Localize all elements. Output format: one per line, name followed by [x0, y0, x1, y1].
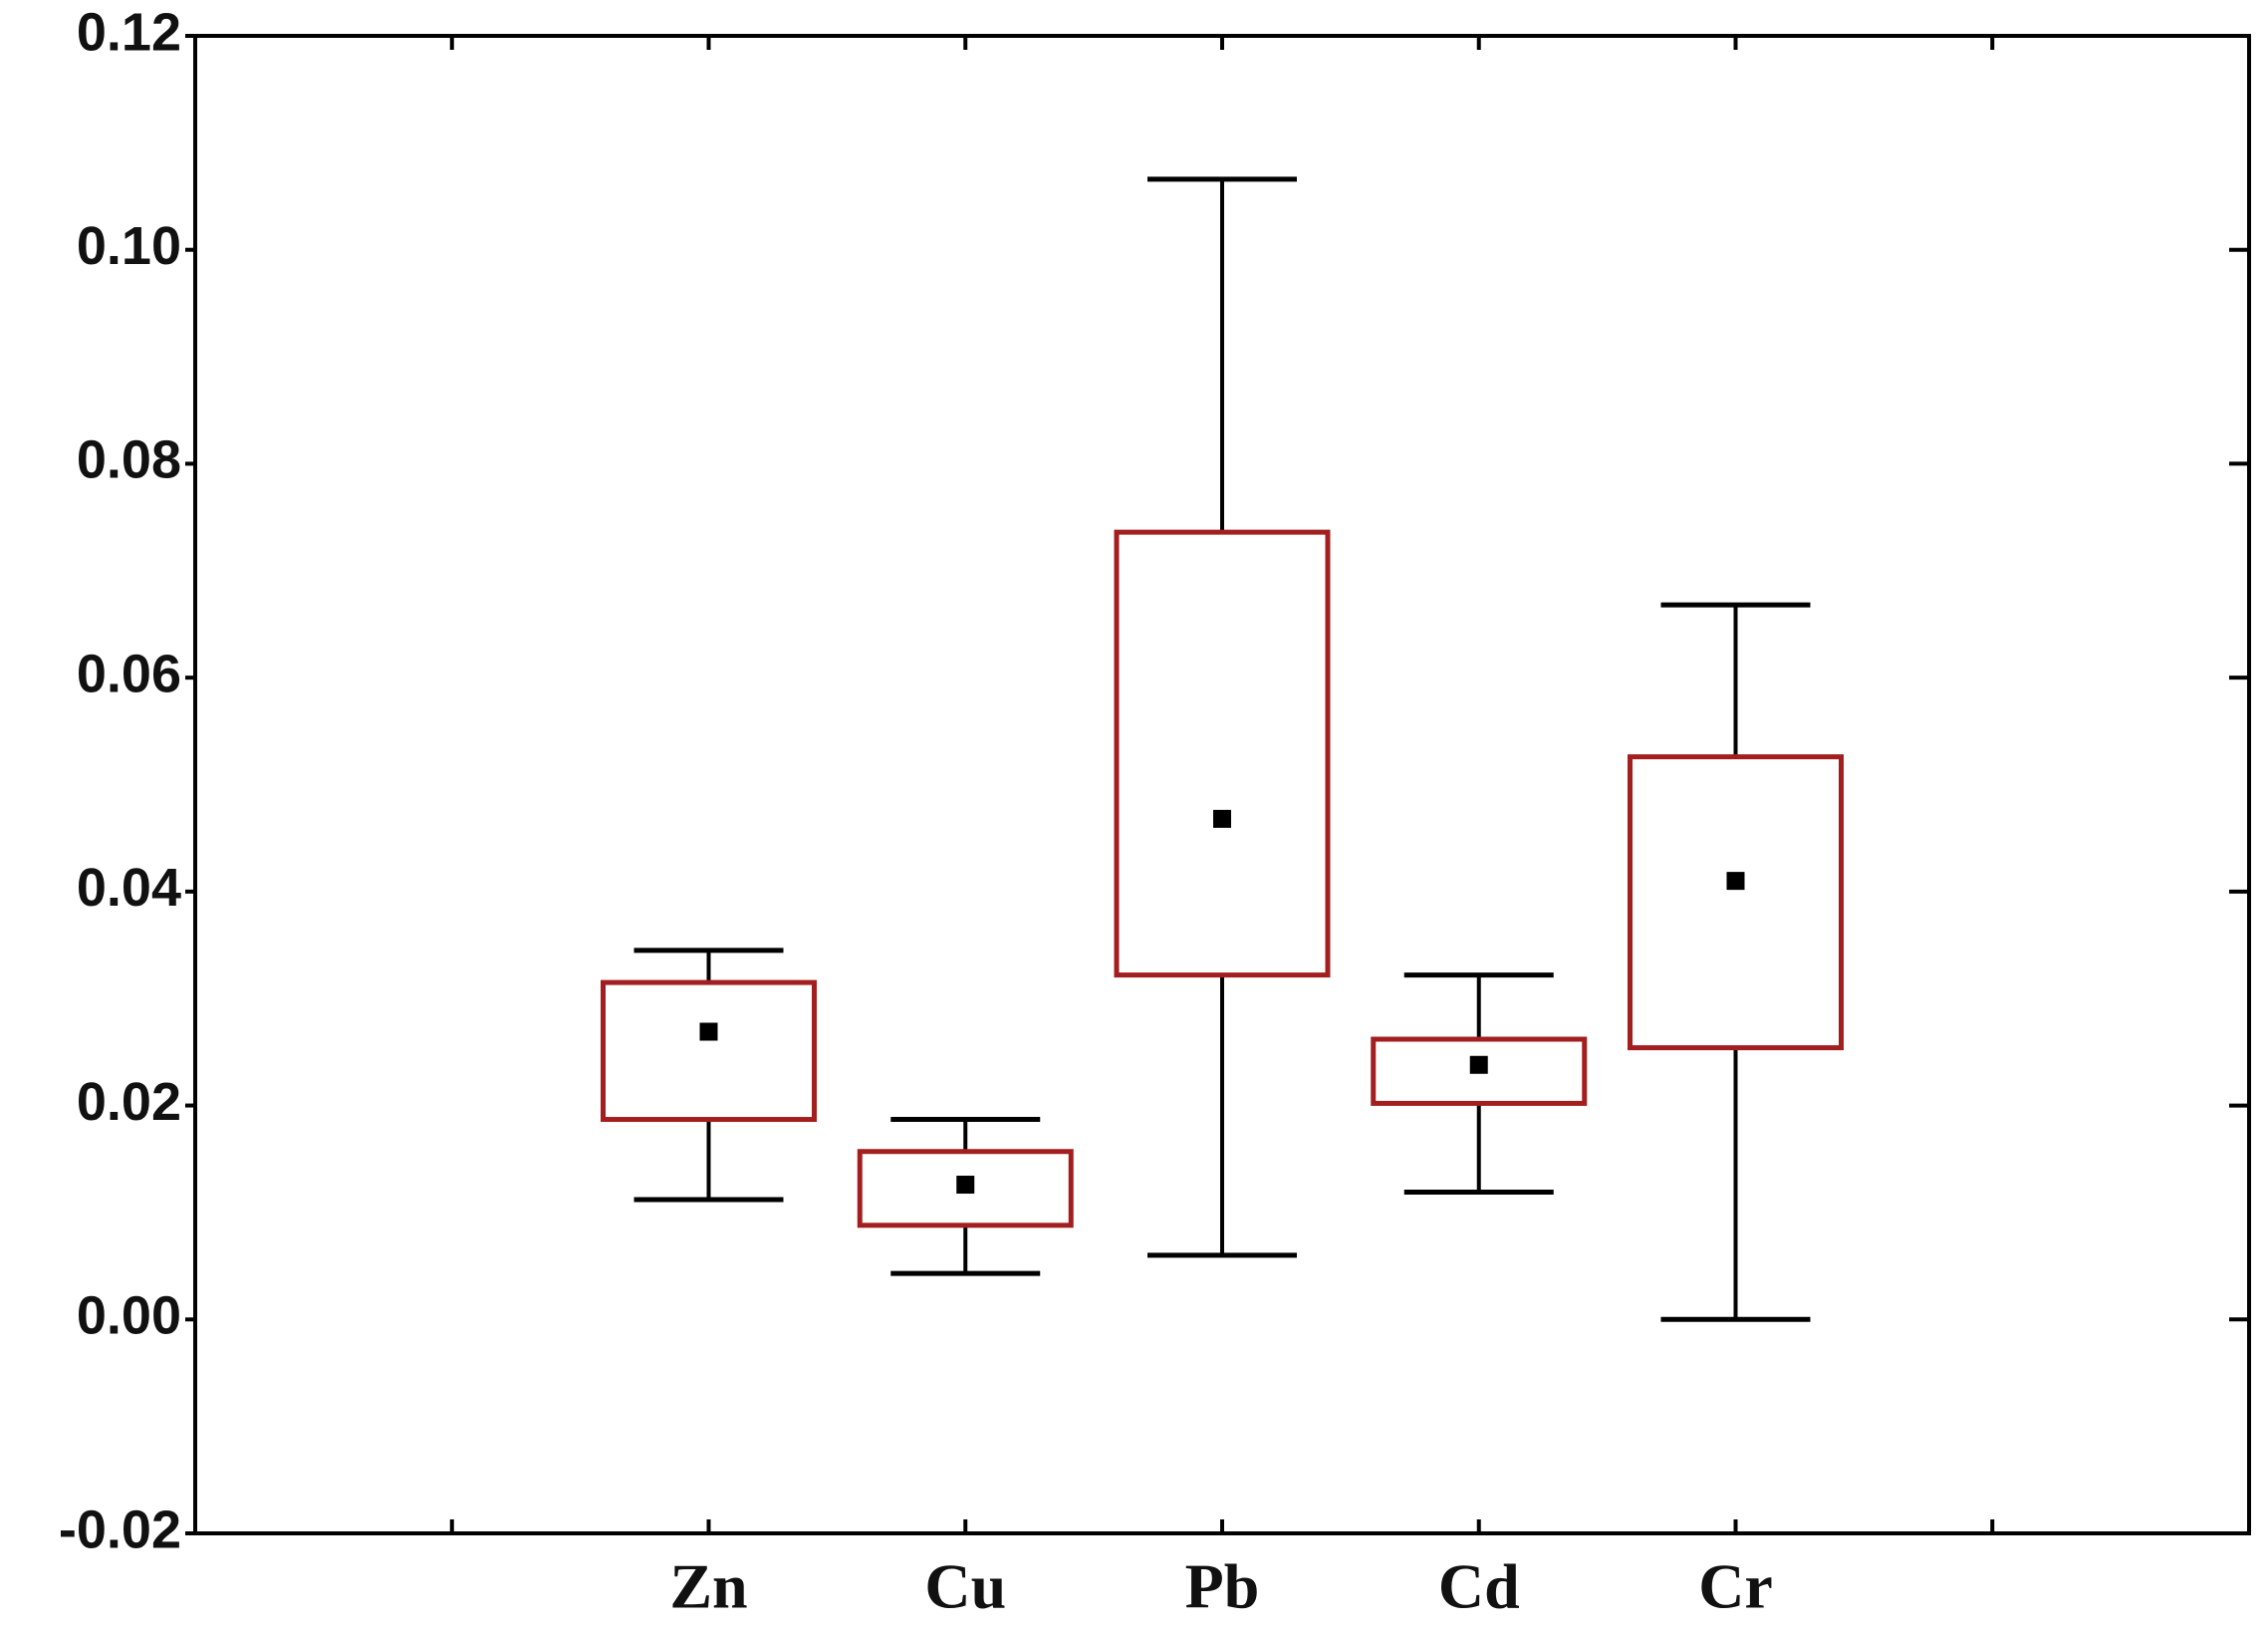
mean-marker: [699, 1022, 718, 1041]
x-tick-label: Zn: [669, 1551, 747, 1622]
mean-marker: [1213, 809, 1231, 828]
x-tick-label: Cr: [1698, 1551, 1773, 1622]
mean-marker: [956, 1176, 975, 1195]
mean-marker: [1469, 1055, 1488, 1074]
mean-marker: [1726, 872, 1745, 891]
x-tick-label: Pb: [1185, 1551, 1260, 1622]
box: [857, 1149, 1074, 1228]
y-tick-label: 0.06: [77, 644, 181, 703]
box: [1628, 754, 1844, 1051]
y-tick-label: -0.02: [59, 1499, 181, 1559]
x-tick-label: Cd: [1438, 1551, 1520, 1622]
y-tick-label: 0.10: [77, 216, 181, 276]
y-tick-label: 0.08: [77, 430, 181, 490]
box: [1371, 1036, 1588, 1106]
box: [1114, 529, 1331, 978]
box: [601, 979, 817, 1123]
x-tick-label: Cu: [924, 1551, 1006, 1622]
y-tick-label: 0.04: [77, 858, 181, 918]
y-tick-label: 0.12: [77, 2, 181, 62]
y-tick-label: 0.02: [77, 1072, 181, 1132]
y-tick-label: 0.00: [77, 1286, 181, 1346]
